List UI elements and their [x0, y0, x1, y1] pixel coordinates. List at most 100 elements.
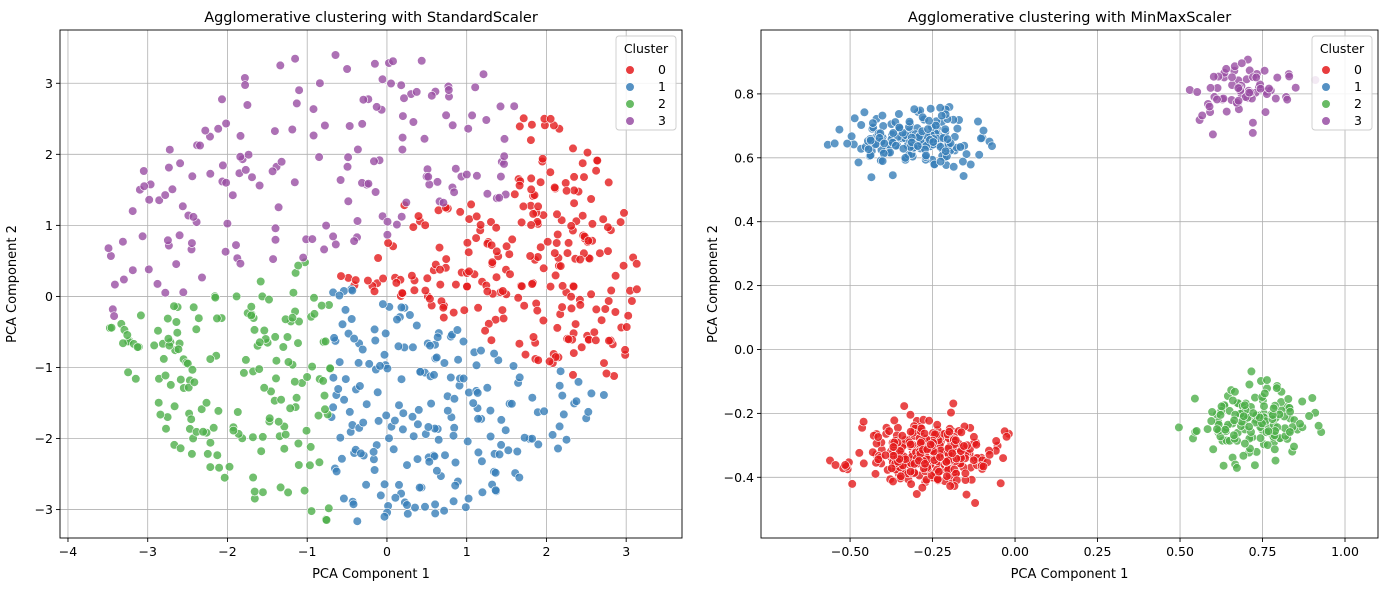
point-cluster-2 [1244, 379, 1254, 390]
point-cluster-0 [515, 121, 525, 131]
point-cluster-1 [952, 124, 963, 134]
point-cluster-0 [598, 214, 608, 224]
point-cluster-0 [525, 251, 535, 261]
point-cluster-1 [879, 148, 889, 159]
point-cluster-1 [453, 355, 463, 365]
point-cluster-0 [519, 301, 529, 311]
point-cluster-2 [254, 364, 264, 374]
point-cluster-1 [408, 342, 418, 352]
point-cluster-0 [959, 441, 969, 451]
point-cluster-2 [285, 403, 295, 413]
y-tick-label: −2 [35, 431, 53, 446]
point-cluster-3 [343, 196, 353, 206]
point-cluster-3 [222, 219, 232, 229]
point-cluster-1 [477, 487, 488, 497]
point-cluster-0 [526, 220, 536, 230]
point-cluster-0 [906, 479, 916, 489]
point-cluster-3 [294, 85, 304, 95]
point-cluster-1 [443, 406, 453, 416]
point-cluster-3 [175, 230, 185, 240]
x-tick-label: −2 [218, 544, 236, 559]
point-cluster-3 [343, 152, 353, 162]
point-cluster-0 [854, 448, 864, 458]
x-tick-label: −0.50 [831, 544, 869, 559]
point-cluster-2 [1285, 427, 1295, 437]
point-cluster-2 [321, 515, 332, 525]
point-cluster-2 [283, 357, 294, 367]
point-cluster-3 [1208, 129, 1218, 139]
point-cluster-0 [578, 211, 588, 221]
point-cluster-1 [414, 405, 424, 415]
point-cluster-1 [413, 419, 423, 429]
point-cluster-0 [858, 417, 869, 427]
point-cluster-2 [228, 425, 238, 436]
legend-label-0: 0 [1354, 62, 1362, 77]
point-cluster-3 [399, 93, 409, 103]
point-cluster-3 [357, 119, 367, 129]
point-cluster-0 [604, 177, 614, 187]
point-cluster-3 [342, 64, 352, 74]
point-cluster-0 [847, 479, 857, 489]
point-cluster-2 [153, 326, 163, 336]
point-cluster-0 [896, 471, 906, 481]
point-cluster-2 [187, 365, 197, 375]
point-cluster-2 [187, 449, 197, 459]
x-tick-label: 0.00 [1001, 544, 1029, 559]
point-cluster-0 [591, 335, 601, 345]
point-cluster-0 [545, 114, 556, 124]
point-cluster-0 [378, 273, 388, 284]
y-tick-label: 2 [45, 147, 53, 162]
point-cluster-2 [278, 342, 288, 352]
point-cluster-1 [935, 156, 946, 167]
point-cluster-1 [464, 494, 474, 504]
point-cluster-2 [154, 398, 164, 408]
point-cluster-0 [591, 304, 601, 315]
point-cluster-0 [499, 313, 509, 324]
point-cluster-2 [1220, 425, 1230, 435]
point-cluster-3 [128, 206, 138, 216]
point-cluster-1 [557, 391, 567, 401]
point-cluster-3 [200, 126, 210, 136]
point-cluster-2 [309, 309, 320, 319]
point-cluster-3 [240, 80, 250, 90]
point-cluster-2 [149, 340, 159, 351]
point-cluster-0 [438, 303, 448, 313]
point-cluster-3 [463, 124, 473, 134]
point-cluster-1 [369, 447, 379, 457]
point-cluster-3 [287, 124, 297, 135]
point-cluster-1 [493, 355, 503, 365]
point-cluster-0 [550, 248, 560, 258]
legend-label-1: 1 [658, 79, 666, 94]
point-cluster-0 [569, 172, 579, 182]
point-cluster-2 [1270, 456, 1281, 466]
point-cluster-2 [255, 337, 265, 347]
point-cluster-0 [539, 263, 549, 273]
point-cluster-2 [294, 460, 304, 470]
point-cluster-0 [568, 370, 578, 380]
point-cluster-0 [906, 427, 916, 437]
point-cluster-0 [526, 173, 536, 183]
point-cluster-2 [172, 328, 182, 338]
point-cluster-3 [292, 98, 302, 108]
legend-marker-0 [1321, 65, 1331, 75]
point-cluster-0 [906, 439, 916, 450]
point-cluster-0 [905, 467, 916, 477]
point-cluster-1 [941, 146, 951, 156]
point-cluster-1 [987, 141, 997, 151]
point-cluster-0 [610, 271, 621, 281]
point-cluster-1 [926, 104, 936, 114]
point-cluster-3 [417, 56, 427, 66]
y-tick-label: 3 [45, 76, 53, 91]
point-cluster-3 [349, 236, 359, 246]
point-cluster-1 [966, 159, 976, 170]
y-tick-label: −1 [35, 360, 53, 375]
point-cluster-0 [935, 452, 945, 462]
point-cluster-1 [491, 485, 501, 495]
point-cluster-2 [224, 462, 235, 472]
point-cluster-0 [905, 410, 916, 420]
point-cluster-0 [568, 281, 579, 292]
point-cluster-3 [314, 152, 324, 162]
point-cluster-2 [1263, 426, 1274, 436]
point-cluster-1 [335, 357, 345, 367]
point-cluster-0 [562, 248, 573, 258]
